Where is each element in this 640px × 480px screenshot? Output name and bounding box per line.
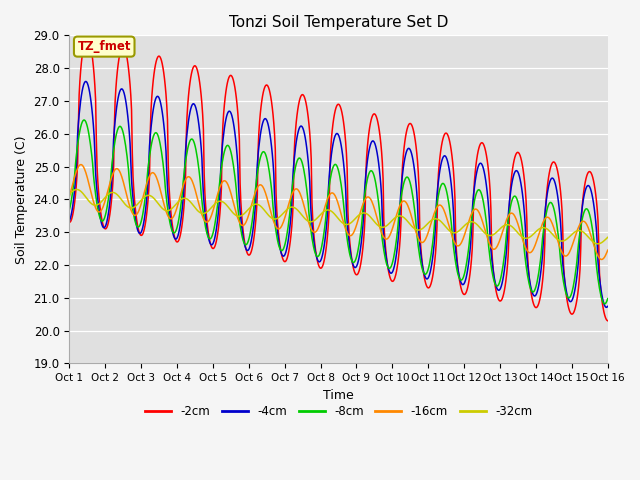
Text: TZ_fmet: TZ_fmet bbox=[77, 40, 131, 53]
Legend: -2cm, -4cm, -8cm, -16cm, -32cm: -2cm, -4cm, -8cm, -16cm, -32cm bbox=[140, 401, 537, 423]
X-axis label: Time: Time bbox=[323, 389, 354, 402]
Y-axis label: Soil Temperature (C): Soil Temperature (C) bbox=[15, 135, 28, 264]
Title: Tonzi Soil Temperature Set D: Tonzi Soil Temperature Set D bbox=[229, 15, 448, 30]
